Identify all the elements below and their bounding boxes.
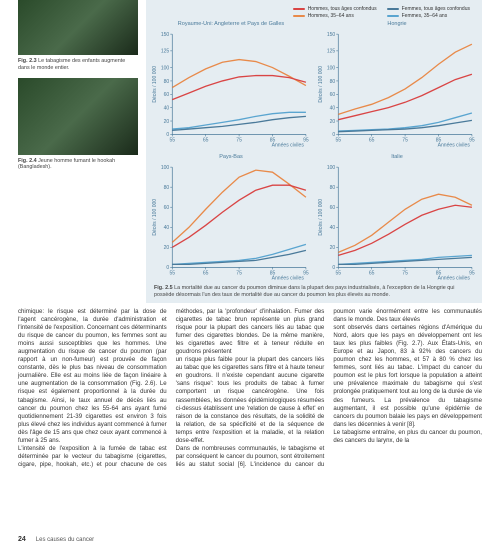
chart-panel-area: Hommes, tous âges confondusHommes, 35–64…: [146, 0, 482, 303]
chart-panel: Pays-Bas0204060801005565758595Décès / 10…: [150, 154, 312, 283]
svg-text:20: 20: [164, 245, 170, 251]
fig-2-5-caption: Fig. 2.5 La mortalité due au cancer du p…: [150, 285, 478, 299]
photo-fig-2-4: [18, 78, 138, 155]
svg-text:150: 150: [161, 32, 170, 38]
svg-text:75: 75: [236, 137, 242, 143]
svg-text:60: 60: [164, 205, 170, 211]
fig-2-3-caption: Fig. 2.3 Le tabagisme des enfants augmen…: [18, 58, 138, 72]
svg-text:60: 60: [330, 92, 336, 98]
chart-title: Hongrie: [316, 21, 478, 27]
legend-label: Femmes, 35–64 ans: [402, 13, 448, 19]
svg-text:95: 95: [469, 137, 475, 143]
svg-text:100: 100: [327, 65, 336, 71]
footer-title: Les causes du cancer: [36, 537, 94, 543]
svg-text:95: 95: [303, 137, 309, 143]
photo-fig-2-3: [18, 0, 138, 55]
svg-text:100: 100: [161, 165, 170, 171]
chart-title: Pays-Bas: [150, 154, 312, 160]
legend-item: Hommes, 35–64 ans: [293, 13, 377, 19]
svg-text:55: 55: [335, 270, 341, 276]
legend-swatch: [387, 15, 399, 17]
legend-swatch: [293, 15, 305, 17]
svg-text:125: 125: [327, 49, 336, 55]
legend-label: Femmes, tous âges confondus: [402, 6, 470, 12]
body-text: chimique: le risque est déterminé par la…: [18, 308, 482, 533]
svg-text:80: 80: [330, 185, 336, 191]
svg-text:95: 95: [469, 270, 475, 276]
svg-text:65: 65: [203, 270, 209, 276]
svg-text:20: 20: [164, 119, 170, 125]
svg-text:Décès / 100 000: Décès / 100 000: [152, 66, 158, 103]
svg-text:65: 65: [369, 137, 375, 143]
svg-text:Années civiles: Années civiles: [438, 143, 471, 149]
svg-text:75: 75: [402, 270, 408, 276]
chart-panel: Hongrie0204060801001251505565758595Décès…: [316, 21, 478, 150]
svg-text:100: 100: [161, 65, 170, 71]
legend-swatch: [293, 8, 305, 10]
svg-text:20: 20: [330, 245, 336, 251]
legend-label: Hommes, tous âges confondus: [308, 6, 377, 12]
svg-text:60: 60: [164, 92, 170, 98]
svg-text:80: 80: [164, 185, 170, 191]
svg-text:Années civiles: Années civiles: [272, 275, 305, 281]
svg-text:55: 55: [169, 137, 175, 143]
svg-text:75: 75: [236, 270, 242, 276]
svg-text:40: 40: [330, 105, 336, 111]
svg-text:20: 20: [330, 119, 336, 125]
svg-text:55: 55: [335, 137, 341, 143]
svg-text:40: 40: [164, 225, 170, 231]
fig-2-4-caption: Fig. 2.4 Jeune homme fumant le hookah (B…: [18, 158, 138, 172]
svg-text:80: 80: [164, 79, 170, 85]
chart-panel: Royaume-Uni: Angleterre et Pays de Galle…: [150, 21, 312, 150]
svg-text:Années civiles: Années civiles: [438, 275, 471, 281]
chart-panel: Italie0204060801005565758595Décès / 100 …: [316, 154, 478, 283]
page-number: 24: [18, 536, 26, 543]
legend-item: Femmes, 35–64 ans: [387, 13, 470, 19]
svg-text:40: 40: [164, 105, 170, 111]
svg-text:40: 40: [330, 225, 336, 231]
svg-text:55: 55: [169, 270, 175, 276]
chart-title: Italie: [316, 154, 478, 160]
svg-text:80: 80: [330, 79, 336, 85]
svg-text:150: 150: [327, 32, 336, 38]
svg-text:Années civiles: Années civiles: [272, 143, 305, 149]
svg-text:60: 60: [330, 205, 336, 211]
chart-legend: Hommes, tous âges confondusHommes, 35–64…: [150, 6, 478, 19]
svg-text:Décès / 100 000: Décès / 100 000: [318, 66, 324, 103]
legend-swatch: [387, 8, 399, 10]
svg-text:100: 100: [327, 165, 336, 171]
svg-text:95: 95: [303, 270, 309, 276]
svg-text:Décès / 100 000: Décès / 100 000: [318, 198, 324, 235]
svg-text:125: 125: [161, 49, 170, 55]
chart-title: Royaume-Uni: Angleterre et Pays de Galle…: [150, 21, 312, 27]
svg-text:75: 75: [402, 137, 408, 143]
legend-item: Hommes, tous âges confondus: [293, 6, 377, 12]
legend-label: Hommes, 35–64 ans: [308, 13, 354, 19]
svg-text:Décès / 100 000: Décès / 100 000: [152, 198, 158, 235]
svg-text:65: 65: [203, 137, 209, 143]
legend-item: Femmes, tous âges confondus: [387, 6, 470, 12]
svg-text:65: 65: [369, 270, 375, 276]
